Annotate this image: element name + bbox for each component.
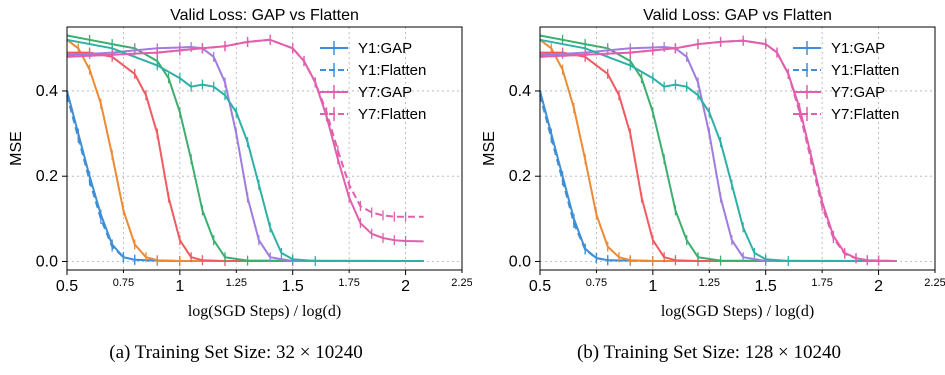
series-line-y6-solid xyxy=(66,38,424,262)
legend-label: Y1:GAP xyxy=(358,40,412,57)
x-minor-tick-label: 2.25 xyxy=(451,277,472,289)
chart-b: 0.5 1 1.5 2 0.75 1.25 1.75 2.25 0.0 0.2 0.4 Valid L… xyxy=(481,7,945,320)
series-line-y1-dashed xyxy=(66,94,424,262)
legend-label: Y7:GAP xyxy=(831,84,885,101)
y-axis-label: MSE xyxy=(8,131,25,166)
legend-label: Y7:Flatten xyxy=(831,106,899,123)
x-minor-tick-label: 1.75 xyxy=(811,277,832,289)
y-tick-label: 0.0 xyxy=(509,253,531,270)
x-minor-tick-label: 0.75 xyxy=(113,277,134,289)
x-minor-tick-label: 2.25 xyxy=(924,277,945,289)
x-tick-label: 0.5 xyxy=(56,278,78,295)
y-tick-label: 0.2 xyxy=(509,168,531,185)
x-minor-tick-label: 0.75 xyxy=(586,277,607,289)
y-tick-label: 0.0 xyxy=(36,253,58,270)
panel-a: 0.5 1 1.5 2 0.75 1.25 1.75 2.25 0.0 0.2 0.4 Valid L… xyxy=(0,0,472,375)
series-line-y3-solid xyxy=(67,51,424,262)
x-axis-label: log(SGD Steps) / log(d) xyxy=(661,303,814,320)
series-line-y5-solid xyxy=(539,46,897,262)
series-line-y6-solid xyxy=(539,38,897,262)
panel-b: 0.5 1 1.5 2 0.75 1.25 1.75 2.25 0.0 0.2 0.4 Valid L… xyxy=(473,0,945,375)
chart-a: 0.5 1 1.5 2 0.75 1.25 1.75 2.25 0.0 0.2 0.4 Valid L… xyxy=(8,7,472,320)
caption-b: (b) Training Set Size: 128 × 10240 xyxy=(576,342,842,363)
y-axis-label: MSE xyxy=(481,131,498,166)
series-line-y7-dashed xyxy=(66,38,424,218)
series-line-y5-solid xyxy=(66,46,424,262)
x-tick-label: 1 xyxy=(175,278,184,295)
x-tick-label: 0.5 xyxy=(529,278,551,295)
x-axis-label: log(SGD Steps) / log(d) xyxy=(188,303,341,320)
plot-frame xyxy=(539,26,936,271)
y-tick-label: 0.4 xyxy=(36,83,58,100)
x-minor-tick-label: 1.75 xyxy=(338,277,359,289)
y-tick-label: 0.4 xyxy=(509,83,531,100)
series-line-y7-dashed xyxy=(539,39,897,262)
legend-label: Y7:GAP xyxy=(358,84,412,101)
legend-label: Y7:Flatten xyxy=(358,106,426,123)
x-tick-label: 1 xyxy=(648,278,657,295)
chart-title: Valid Loss: GAP vs Flatten xyxy=(170,7,359,24)
x-minor-tick-label: 1.25 xyxy=(699,277,720,289)
chart-title: Valid Loss: GAP vs Flatten xyxy=(643,7,832,24)
x-tick-label: 1.5 xyxy=(755,278,777,295)
x-minor-tick-label: 1.25 xyxy=(226,277,247,289)
x-tick-label: 2 xyxy=(401,278,410,295)
legend-label: Y1:Flatten xyxy=(358,62,426,79)
x-tick-label: 1.5 xyxy=(282,278,304,295)
plot-frame xyxy=(66,26,463,271)
legend-label: Y1:Flatten xyxy=(831,62,899,79)
series-line-y3-solid xyxy=(540,51,897,262)
x-tick-label: 2 xyxy=(874,278,883,295)
y-tick-label: 0.2 xyxy=(36,168,58,185)
legend-label: Y1:GAP xyxy=(831,40,885,57)
caption-a: (a) Training Set Size: 32 × 10240 xyxy=(109,342,363,363)
